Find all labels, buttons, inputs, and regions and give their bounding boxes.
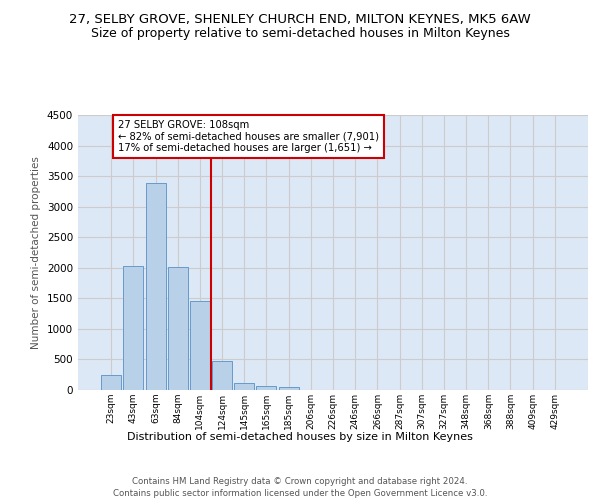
Text: Distribution of semi-detached houses by size in Milton Keynes: Distribution of semi-detached houses by …: [127, 432, 473, 442]
Bar: [234, 384, 254, 390]
Text: Contains HM Land Registry data © Crown copyright and database right 2024.: Contains HM Land Registry data © Crown c…: [132, 478, 468, 486]
Bar: [278, 387, 299, 390]
Text: 27, SELBY GROVE, SHENLEY CHURCH END, MILTON KEYNES, MK5 6AW: 27, SELBY GROVE, SHENLEY CHURCH END, MIL…: [69, 12, 531, 26]
Bar: [212, 360, 232, 390]
Y-axis label: Number of semi-detached properties: Number of semi-detached properties: [31, 156, 41, 349]
Text: Contains public sector information licensed under the Open Government Licence v3: Contains public sector information licen…: [113, 489, 487, 498]
Bar: [101, 374, 121, 390]
Bar: [124, 266, 143, 390]
Text: 27 SELBY GROVE: 108sqm
← 82% of semi-detached houses are smaller (7,901)
17% of : 27 SELBY GROVE: 108sqm ← 82% of semi-det…: [118, 120, 379, 153]
Text: Size of property relative to semi-detached houses in Milton Keynes: Size of property relative to semi-detach…: [91, 28, 509, 40]
Bar: [168, 266, 188, 390]
Bar: [256, 386, 277, 390]
Bar: [146, 184, 166, 390]
Bar: [190, 301, 210, 390]
